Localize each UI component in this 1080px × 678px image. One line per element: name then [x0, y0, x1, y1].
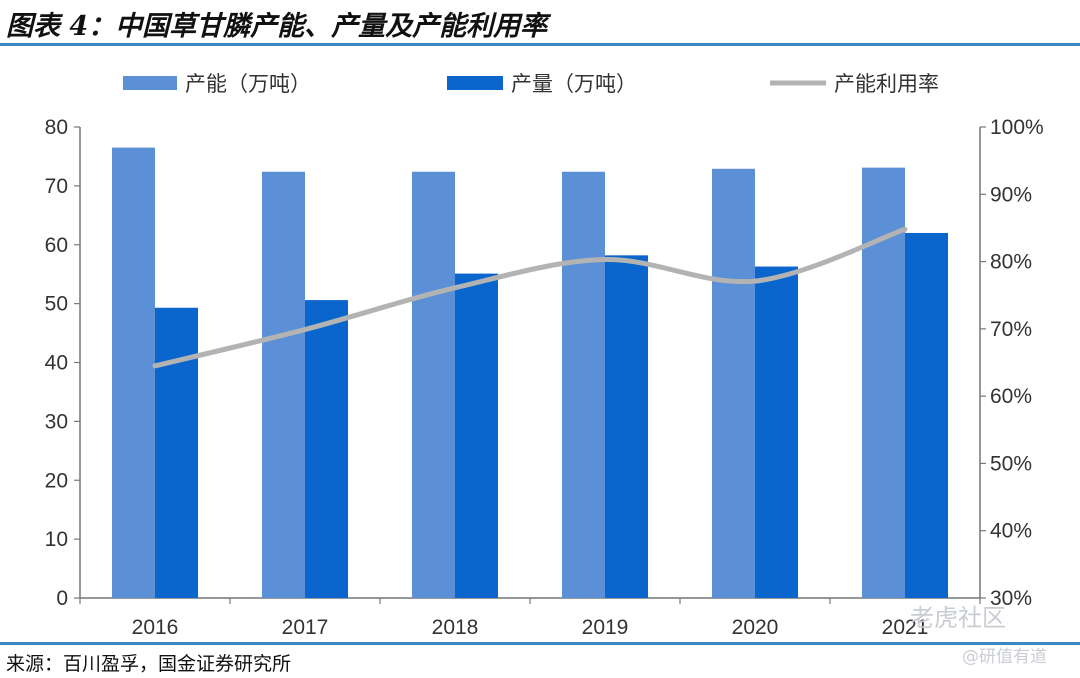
figure-title: 图表 4：中国草甘膦产能、产量及产能利用率 [6, 11, 548, 42]
bar-output [905, 232, 948, 598]
left-tick-label: 0 [56, 587, 68, 610]
watermark-logo: 老虎社区 [910, 604, 1006, 632]
source-rule [0, 642, 1080, 645]
x-tick-label: 2021 [882, 616, 929, 639]
x-tick-label: 2016 [132, 616, 179, 639]
left-tick-label: 60 [45, 234, 68, 257]
bar-capacity [112, 147, 155, 598]
bar-output [755, 266, 798, 598]
bar-capacity [262, 171, 305, 598]
left-tick-label: 70 [45, 175, 68, 198]
legend-label-output: 产量（万吨） [511, 72, 637, 96]
left-tick-label: 10 [45, 528, 68, 551]
left-tick-label: 20 [45, 469, 68, 492]
legend-swatch-capacity [123, 76, 177, 90]
tick-labels: 0 10 20 30 40 50 60 70 80 30% 40% 50% 60% 70% 80% 90% 10… [45, 116, 1044, 639]
left-tick-label: 80 [45, 116, 68, 139]
x-tick-label: 2019 [582, 616, 629, 639]
right-tick-label: 100% [990, 116, 1044, 139]
bar-output [155, 307, 198, 598]
bar-output [605, 255, 648, 598]
bar-output [305, 300, 348, 598]
legend: 产能（万吨） 产量（万吨） 产能利用率 [123, 72, 939, 96]
right-tick-label: 40% [990, 520, 1032, 543]
right-tick-label: 50% [990, 452, 1032, 475]
left-tick-label: 50 [45, 293, 68, 316]
legend-label-utilization: 产能利用率 [834, 72, 939, 96]
right-tick-label: 90% [990, 183, 1032, 206]
x-tick-label: 2020 [732, 616, 779, 639]
axes [74, 126, 986, 604]
legend-swatch-output [447, 76, 503, 90]
watermark-handle: @研值有道 [962, 647, 1047, 667]
left-tick-label: 40 [45, 352, 68, 375]
x-tick-label: 2018 [432, 616, 479, 639]
series-line-utilization [152, 226, 908, 369]
bar-capacity [712, 168, 755, 598]
bar-output [455, 273, 498, 598]
legend-label-capacity: 产能（万吨） [185, 72, 311, 96]
x-tick-label: 2017 [282, 616, 329, 639]
bar-capacity [412, 171, 455, 598]
right-tick-label: 30% [990, 587, 1032, 610]
bar-capacity [562, 171, 605, 598]
source-note: 来源：百川盈孚，国金证券研究所 [6, 653, 292, 675]
right-tick-label: 60% [990, 385, 1032, 408]
chart: 产能（万吨） 产量（万吨） 产能利用率 0 10 20 30 40 50 60 70 80 30% 40… [45, 72, 1044, 639]
right-tick-label: 70% [990, 318, 1032, 341]
left-tick-label: 30 [45, 410, 68, 433]
title-rule [0, 43, 1080, 46]
line-layer [152, 226, 908, 369]
right-tick-label: 80% [990, 251, 1032, 274]
bars [112, 147, 948, 598]
